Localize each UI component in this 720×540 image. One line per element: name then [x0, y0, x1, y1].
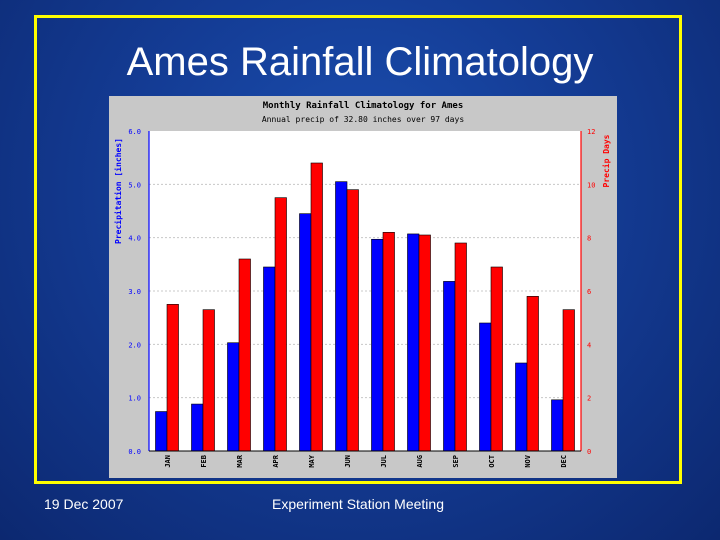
bar-precip-days: [454, 242, 467, 452]
footer-date: 19 Dec 2007: [44, 496, 124, 512]
rainfall-chart: 0.0 1.0 2.0 3.0 4.0 5.0 6.0 0 2 4 6 8 10 12 JAN FEB MAR A…: [109, 96, 617, 478]
bar-precip-days: [310, 162, 323, 452]
chart-bars: [155, 162, 575, 452]
bar-precipitation: [227, 342, 240, 452]
bar-precip-days: [346, 189, 359, 452]
bar-precipitation: [263, 266, 276, 452]
x-tick-label: JAN: [164, 455, 172, 468]
y-tick-label: 4.0: [128, 235, 141, 243]
chart-grid: [149, 131, 581, 451]
bar-precip-days: [526, 296, 539, 452]
x-tick-label: APR: [272, 454, 280, 467]
bar-precip-days: [418, 234, 431, 452]
slide-title: Ames Rainfall Climatology: [126, 40, 594, 84]
bar-precip-days: [562, 309, 575, 452]
y2-tick-label: 0: [587, 448, 591, 456]
y2-axis-label: Precip Days: [601, 134, 611, 187]
bar-precip-days: [202, 309, 215, 452]
x-tick-label: NOV: [524, 454, 532, 467]
chart-subtitle: Annual precip of 32.80 inches over 97 da…: [262, 115, 464, 124]
bar-precip-days: [274, 197, 287, 452]
bar-precip-days: [238, 258, 251, 452]
x-tick-label: MAY: [308, 454, 316, 467]
slide-frame: [34, 15, 682, 484]
bar-precip-days: [382, 232, 395, 452]
bar-precipitation: [191, 403, 204, 452]
y-tick-label: 1.0: [128, 395, 141, 403]
y-tick-label: 0.0: [128, 448, 141, 456]
chart-title: Monthly Rainfall Climatology for Ames: [263, 100, 463, 111]
bar-precipitation: [551, 399, 564, 452]
y-axis-label: Precipitation [inches]: [113, 138, 123, 244]
chart-axes: 0.0 1.0 2.0 3.0 4.0 5.0 6.0 0 2 4 6 8 10 12 JAN FEB MAR A…: [128, 128, 595, 468]
bar-precipitation: [515, 362, 528, 452]
y2-tick-label: 6: [587, 288, 591, 296]
chart-svg: 0.0 1.0 2.0 3.0 4.0 5.0 6.0 0 2 4 6 8 10 12 JAN FEB MAR A…: [113, 100, 611, 468]
x-tick-label: SEP: [452, 455, 460, 468]
footer-meeting: Experiment Station Meeting: [272, 496, 444, 512]
y2-tick-label: 12: [587, 128, 595, 136]
bar-precipitation: [299, 213, 312, 452]
bar-precipitation: [443, 281, 456, 452]
y2-tick-label: 2: [587, 395, 591, 403]
y-tick-label: 3.0: [128, 288, 141, 296]
x-tick-label: MAR: [236, 454, 244, 467]
x-tick-label: JUL: [380, 455, 388, 468]
x-tick-label: DEC: [560, 455, 568, 468]
bar-precip-days: [490, 266, 503, 452]
y2-tick-label: 10: [587, 181, 595, 189]
x-tick-label: AUG: [416, 455, 424, 468]
bar-precipitation: [407, 233, 420, 452]
y-tick-label: 5.0: [128, 181, 141, 189]
bar-precipitation: [335, 181, 348, 452]
bar-precipitation: [155, 411, 168, 452]
y2-tick-label: 4: [587, 341, 591, 349]
bar-precipitation: [479, 322, 492, 452]
x-tick-label: OCT: [488, 455, 496, 468]
bar-precip-days: [166, 304, 179, 452]
bar-precipitation: [371, 238, 384, 452]
x-tick-label: FEB: [200, 455, 208, 468]
y-tick-label: 6.0: [128, 128, 141, 136]
x-tick-label: JUN: [344, 455, 352, 468]
y2-tick-label: 8: [587, 235, 591, 243]
y-tick-label: 2.0: [128, 341, 141, 349]
